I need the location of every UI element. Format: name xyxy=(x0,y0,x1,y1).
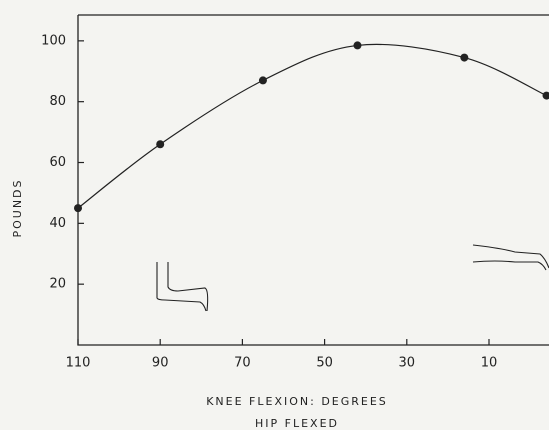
data-point xyxy=(74,204,82,213)
leg-sketch xyxy=(156,244,549,312)
data-point xyxy=(542,91,549,100)
y-tick-label: 40 xyxy=(49,216,66,231)
x-tick-label: 30 xyxy=(399,356,416,371)
x-tick-label: 50 xyxy=(316,356,333,371)
data-point xyxy=(460,53,469,62)
x-tick-label: 10 xyxy=(481,356,498,371)
x-tick-label: 90 xyxy=(152,356,169,371)
data-point xyxy=(258,76,267,85)
x-axis-label: KNEE FLEXION: DEGREES xyxy=(206,395,388,408)
data-point xyxy=(156,140,165,149)
x-tick-label: 70 xyxy=(234,356,251,371)
x-tick-label: 110 xyxy=(66,356,91,371)
y-tick-label: 80 xyxy=(49,94,66,109)
x-axis-label: HIP FLEXED xyxy=(255,417,339,430)
y-tick-label: 100 xyxy=(41,33,66,48)
y-tick-label: 20 xyxy=(49,277,66,292)
y-axis-label: POUNDS xyxy=(11,178,24,237)
data-point xyxy=(353,41,362,50)
y-tick-label: 60 xyxy=(49,155,66,170)
